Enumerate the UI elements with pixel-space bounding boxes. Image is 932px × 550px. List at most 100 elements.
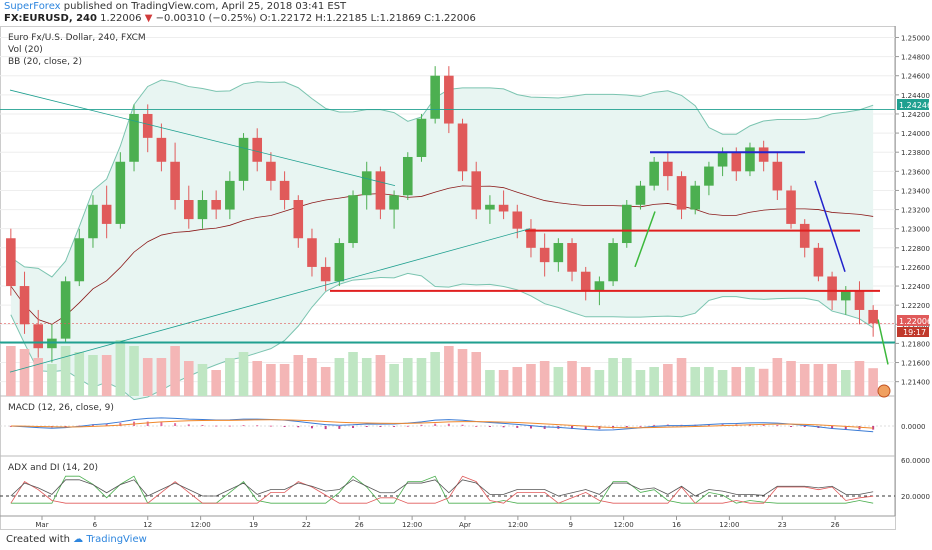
- time-tick-label: 12:00: [614, 521, 634, 529]
- candle-body: [745, 147, 755, 172]
- last-price: 1.22006: [100, 13, 142, 24]
- macd-histogram-bar: [803, 426, 806, 428]
- macd-histogram-bar: [434, 423, 437, 426]
- volume-bar: [498, 370, 509, 396]
- volume-bar: [142, 358, 153, 396]
- candle-body: [854, 290, 865, 310]
- bollinger-lower: [10, 272, 874, 401]
- volume-bar: [211, 370, 221, 396]
- macd-histogram-bar: [297, 426, 300, 428]
- volume-bar: [334, 358, 345, 396]
- price-chart[interactable]: 1.25000 1.24800 1.24600 1.24400 1.24200 1.240…: [0, 26, 932, 530]
- time-tick-label: 12:00: [508, 521, 528, 529]
- candle-body: [416, 118, 427, 157]
- tradingview-link[interactable]: TradingView: [86, 534, 147, 545]
- level-badge-bg: [897, 99, 929, 110]
- time-tick-label: 12:00: [191, 521, 211, 529]
- volume-bar: [348, 352, 358, 396]
- time-tick-label: Mar: [35, 521, 48, 529]
- candle-body: [170, 161, 180, 201]
- candle-body: [580, 271, 591, 291]
- time-tick-label: 12: [143, 521, 152, 529]
- volume-bar: [430, 352, 440, 396]
- volume-bar: [786, 361, 796, 396]
- volume-bar: [238, 352, 249, 396]
- macd-histogram-bar: [393, 426, 396, 427]
- volume-bar: [635, 370, 646, 396]
- legend-title: Euro Fx/U.S. Dollar, 240, FXCM: [8, 33, 146, 43]
- price-tick-label: 1.24800: [901, 54, 930, 62]
- adx-tick-label: 60.0000: [901, 457, 930, 465]
- macd-histogram-bar: [543, 426, 546, 429]
- time-tick-label: 12:00: [402, 521, 422, 529]
- candle-body: [74, 238, 85, 282]
- volume-bar: [101, 355, 112, 396]
- candle-body: [594, 281, 605, 291]
- volume-bar: [266, 364, 276, 396]
- macd-label: MACD (12, 26, close, 9): [8, 403, 114, 413]
- quote-line: FX:EURUSD, 240 1.22006 ▼ −0.00310 (−0.25…: [4, 13, 928, 25]
- candle-body: [33, 324, 44, 349]
- price-tick-label: 1.21600: [901, 360, 930, 368]
- macd-tick-label: 0.0000: [901, 423, 926, 431]
- volume-bar: [512, 367, 523, 396]
- candle-body: [676, 176, 687, 210]
- price-tick-label: 1.24400: [901, 92, 930, 100]
- volume-bar: [854, 361, 865, 396]
- volume-bar: [115, 340, 126, 396]
- trend-drawings: [0, 89, 895, 373]
- volume-bar: [580, 367, 591, 396]
- macd-histogram-bar: [379, 426, 382, 427]
- green-arrow-up: [634, 211, 656, 268]
- candle-body: [621, 204, 632, 244]
- time-axis[interactable]: Mar 6 12 12:00 19 22 26 12:00 Apr 12:00 9 12:00 16 12…: [35, 516, 840, 529]
- volume-bar: [717, 370, 728, 396]
- candle-body: [197, 200, 208, 220]
- volume-bar: [594, 370, 605, 396]
- candle-body: [457, 123, 468, 172]
- volume-bar: [416, 358, 427, 396]
- time-tick-label: 19: [249, 521, 258, 529]
- volume-bar: [663, 364, 673, 396]
- price-tick-label: 1.23600: [901, 168, 930, 176]
- candle-body: [266, 161, 276, 181]
- volume-bar: [457, 349, 468, 396]
- macd-histogram-bar: [365, 426, 368, 427]
- time-tick-label: Apr: [459, 521, 471, 529]
- macd-histogram-bar: [831, 426, 834, 429]
- macd-histogram-bar: [721, 424, 724, 426]
- volume-bar: [840, 370, 851, 396]
- macd-histogram-bar: [406, 425, 409, 427]
- flag-icon[interactable]: [877, 384, 891, 398]
- macd-histogram-bar: [160, 422, 163, 426]
- candle-body: [444, 75, 454, 124]
- macd-histogram-bar: [310, 426, 313, 429]
- macd-histogram-bar: [269, 425, 272, 427]
- time-tick-label: 6: [93, 521, 98, 529]
- bollinger-bands: [10, 79, 874, 401]
- candle-body: [430, 75, 440, 119]
- time-badge: 19:17: [903, 328, 926, 337]
- price-axis[interactable]: 1.25000 1.24800 1.24600 1.24400 1.24200 1.240…: [895, 34, 930, 501]
- macd-histogram-bar: [215, 425, 218, 427]
- candle-body: [635, 185, 646, 205]
- volume-bar: [676, 358, 687, 396]
- volume-bar: [307, 358, 317, 396]
- candle-body: [60, 281, 71, 339]
- macd-histogram-bar: [119, 422, 122, 426]
- time-tick-label: 9: [569, 521, 573, 529]
- volume-bar: [129, 346, 139, 396]
- adx-pane: [0, 475, 895, 504]
- price-badge-bg: [897, 315, 929, 326]
- volume-bar: [471, 352, 482, 396]
- legend-bollinger: BB (20, close, 2): [8, 57, 82, 67]
- candle-body: [129, 113, 139, 162]
- candle-body: [101, 204, 112, 224]
- macd-pane: [0, 417, 895, 433]
- macd-histogram-bar: [256, 425, 259, 427]
- publisher-link[interactable]: SuperForex: [4, 1, 61, 12]
- volume-bar: [252, 361, 263, 396]
- blue-arrow-down: [814, 180, 846, 272]
- symbol-label: FX:EURUSD, 240: [4, 13, 97, 24]
- macd-histogram-bar: [625, 426, 628, 428]
